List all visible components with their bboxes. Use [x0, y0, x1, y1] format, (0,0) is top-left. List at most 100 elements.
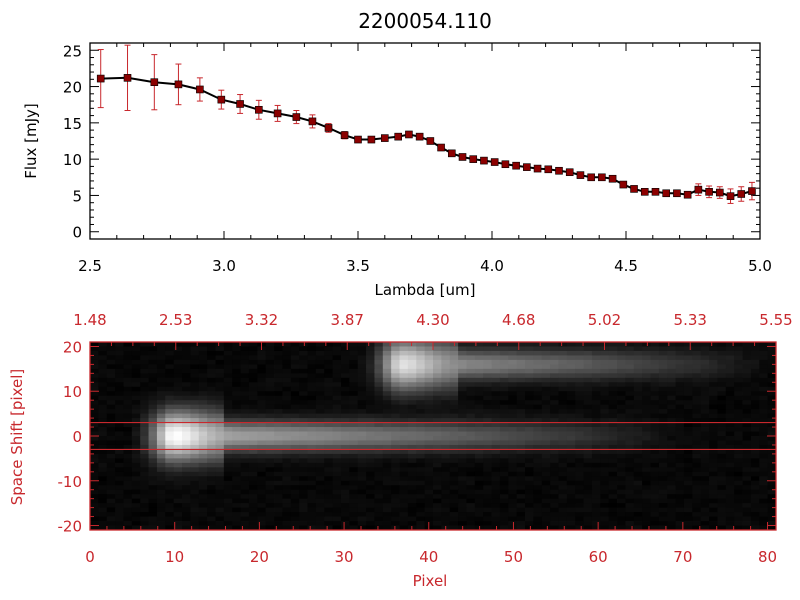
heatmap-cell — [407, 489, 417, 495]
heatmap-cell — [525, 485, 534, 491]
heatmap-cell — [399, 458, 409, 464]
heatmap-cell — [750, 494, 760, 500]
heatmap-cell — [248, 453, 258, 459]
heatmap-cell — [617, 346, 626, 352]
heatmap-cell — [658, 364, 668, 370]
heatmap-cell — [474, 359, 484, 365]
heatmap-cell — [750, 498, 760, 504]
heatmap-cell — [374, 404, 384, 410]
heatmap-cell — [575, 368, 584, 374]
heatmap-cell — [131, 507, 141, 513]
heatmap-cell — [382, 498, 392, 504]
heatmap-cell — [148, 427, 158, 432]
heatmap-cell — [349, 377, 359, 383]
heatmap-cell — [566, 395, 576, 401]
heatmap-cell — [667, 346, 677, 352]
heatmap-cell — [525, 467, 534, 473]
heatmap-cell — [156, 418, 166, 423]
heatmap-cell — [223, 440, 233, 446]
heatmap-cell — [324, 444, 334, 450]
heatmap-cell — [407, 377, 417, 383]
heatmap-cell — [382, 368, 392, 374]
heatmap-cell — [140, 373, 149, 379]
heatmap-cell — [600, 512, 610, 517]
heatmap-cell — [416, 494, 426, 500]
heatmap-cell — [340, 436, 350, 441]
heatmap-cell — [625, 431, 635, 437]
heatmap-cell — [608, 431, 618, 437]
heatmap-cell — [458, 422, 467, 428]
heatmap-cell — [207, 485, 216, 491]
heatmap-cell — [550, 467, 559, 473]
heatmap-cell — [265, 359, 275, 365]
heatmap-cell — [198, 377, 208, 383]
heatmap-cell — [324, 395, 334, 401]
heatmap-cell — [382, 440, 392, 446]
heatmap-cell — [340, 458, 350, 464]
heatmap-cell — [750, 516, 760, 522]
heatmap-cell — [642, 346, 651, 352]
heatmap-cell — [658, 512, 668, 517]
heatmap-cell — [391, 436, 400, 441]
heatmap-cell — [148, 368, 158, 374]
heatmap-cell — [382, 377, 392, 383]
heatmap-cell — [115, 467, 124, 473]
heatmap-cell — [658, 391, 668, 397]
heatmap-cell — [340, 422, 350, 428]
spectrum-x-tick-label: 2.5 — [78, 257, 102, 275]
heatmap-cell — [709, 444, 718, 450]
heatmap-cell — [416, 377, 426, 383]
heatmap-cell — [516, 480, 526, 486]
heatmap-cell — [717, 516, 727, 522]
heatmap-cell — [742, 409, 752, 415]
heatmap-cell — [182, 453, 191, 459]
heatmap-cell — [357, 431, 367, 437]
heatmap-cell — [767, 431, 777, 437]
heatmap-cell — [274, 373, 283, 379]
heatmap-cell — [683, 489, 693, 495]
heatmap-cell — [650, 364, 660, 370]
heatmap-cell — [742, 503, 752, 509]
heatmap-cell — [767, 350, 777, 356]
heatmap-cell — [525, 449, 534, 455]
data-point — [415, 132, 424, 141]
heatmap-cell — [391, 521, 400, 526]
heatmap-cell — [458, 386, 467, 392]
heatmap-cell — [667, 418, 677, 423]
heatmap-cell — [558, 480, 568, 486]
heatmap-cell — [340, 342, 350, 347]
heatmap-cell — [315, 350, 325, 356]
heatmap-cell — [265, 391, 275, 397]
heatmap-cell — [767, 413, 777, 419]
heatmap-cell — [190, 422, 200, 428]
heatmap-cell — [207, 516, 216, 522]
heatmap-cell — [742, 507, 752, 513]
heatmap-cell — [391, 471, 400, 477]
heatmap-cell — [742, 471, 752, 477]
heatmap-cell — [583, 444, 593, 450]
heatmap-cell — [265, 436, 275, 441]
heatmap-cell — [156, 400, 166, 406]
heatmap-cell — [483, 386, 492, 392]
heatmap-cell — [558, 494, 568, 500]
heatmap-cell — [675, 507, 685, 513]
data-point — [196, 85, 204, 94]
heatmap-cell — [566, 404, 576, 410]
heatmap-cell — [156, 476, 166, 482]
heatmap-cell — [382, 395, 392, 401]
heatmap-cell — [483, 440, 492, 446]
heatmap-cell — [131, 521, 141, 526]
heatmap-cell — [374, 440, 384, 446]
heatmap-cell — [650, 471, 660, 477]
heatmap-cell — [165, 512, 175, 517]
heatmap-cell — [391, 395, 400, 401]
heatmap-cell — [742, 359, 752, 365]
heatmap-cell — [332, 373, 342, 379]
image-x-tick-label: 70 — [673, 548, 692, 566]
heatmap-cell — [558, 521, 568, 526]
heatmap-cell — [290, 395, 300, 401]
heatmap-cell — [658, 480, 668, 486]
heatmap-cell — [156, 525, 166, 531]
heatmap-cell — [541, 431, 551, 437]
heatmap-cell — [282, 342, 292, 347]
